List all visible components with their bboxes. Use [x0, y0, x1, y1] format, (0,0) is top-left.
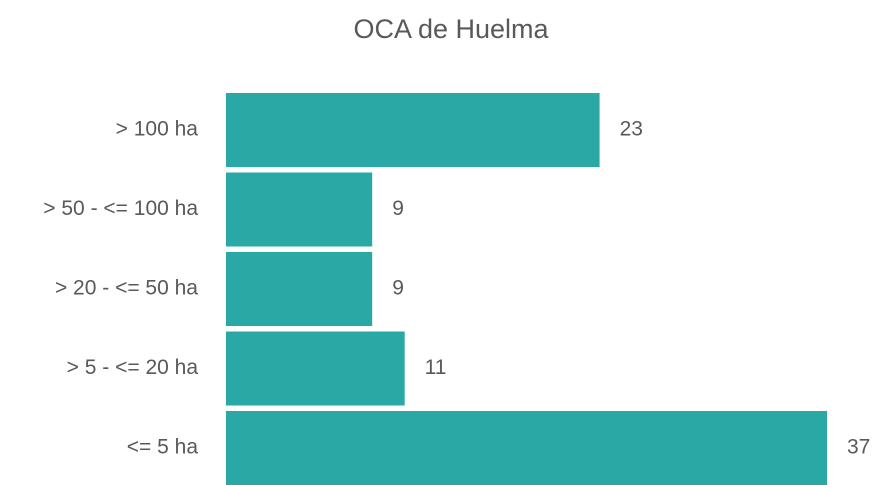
bar	[226, 331, 405, 406]
chart-title: OCA de Huelma	[353, 14, 549, 44]
y-tick-label: <= 5 ha	[127, 436, 199, 459]
bar	[226, 172, 373, 247]
y-tick-label: > 20 - <= 50 ha	[55, 277, 198, 300]
bar	[226, 252, 373, 326]
y-tick-label: > 5 - <= 20 ha	[67, 356, 199, 379]
y-tick-label: > 100 ha	[116, 118, 199, 141]
data-label: 9	[392, 277, 404, 300]
bar	[226, 411, 827, 485]
data-label: 37	[847, 436, 870, 459]
data-label: 11	[425, 356, 447, 379]
data-label: 9	[392, 197, 404, 220]
bar	[226, 93, 600, 167]
data-label: 23	[620, 118, 643, 141]
y-tick-label: > 50 - <= 100 ha	[43, 197, 198, 220]
